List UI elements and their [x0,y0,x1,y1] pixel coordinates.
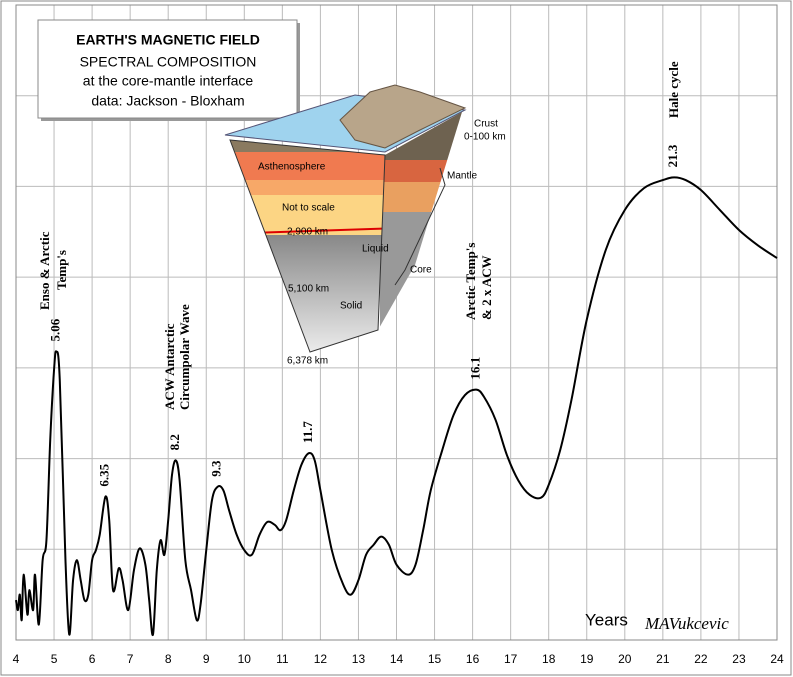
mountains [339,84,467,149]
x-tick-label: 24 [770,652,784,666]
annotation: Hale cycle [666,61,681,118]
x-tick-label: 20 [618,652,632,666]
inset-label: Liquid [362,244,389,255]
x-tick-label: 10 [238,652,252,666]
x-tick-label: 19 [580,652,594,666]
x-tick-label: 22 [694,652,708,666]
x-tick-label: 11 [276,652,289,666]
title: EARTH'S MAGNETIC FIELD [76,32,260,48]
peak-label: 8.2 [167,434,182,450]
x-tick-label: 18 [542,652,556,666]
x-tick-label: 13 [352,652,366,666]
signature: MAVukcevic [644,614,729,633]
subtitle: at the core-mantle interface [83,73,254,89]
x-tick-label: 16 [466,652,480,666]
peak-label: 21.3 [665,144,680,167]
annotation: & 2 x ACW [479,255,494,320]
plot-border [15,4,778,641]
annotations: 5.06 6.35 8.2 9.3 11.7 16.1 21.3 Enso & Arctic T… [37,61,681,487]
title-box: EARTH'S MAGNETIC FIELD SPECTRAL COMPOSIT… [37,19,300,121]
peak-label: 11.7 [300,421,315,444]
x-tick-label: 12 [314,652,328,666]
x-tick-label: 5 [51,652,58,666]
annotation: Arctic Temp's [463,243,478,320]
annotation: Temp's [54,250,69,290]
x-tick-label: 14 [390,652,404,666]
x-tick-label: 8 [165,652,172,666]
inset-label: 6,378 km [287,356,328,367]
bracket [394,167,446,286]
inset-label: 0-100 km [464,132,506,143]
box [37,19,298,119]
subtitle: SPECTRAL COMPOSITION [80,54,257,70]
x-tick-label: 6 [89,652,96,666]
inset-label: Core [410,265,432,276]
annotation: Enso & Arctic [37,231,52,310]
x-tick-label: 9 [203,652,210,666]
wedge-outline [229,139,386,353]
x-axis-label: Years [585,610,628,629]
annotation: ACW Antarctic [162,323,177,410]
annotation: Circumpolar Wave [177,304,192,410]
x-tick-label: 21 [656,652,670,666]
curve [15,176,778,636]
inset-label: Crust [474,119,498,130]
x-tick-label: 4 [13,652,20,666]
x-tick-label: 17 [504,652,518,666]
inset-label: Solid [340,301,362,312]
inset-label: Asthenosphere [258,162,326,173]
peak-label: 9.3 [209,460,224,477]
inset-label: Mantle [447,171,477,182]
inset-label: Not to scale [282,203,335,214]
x-tick-label: 15 [428,652,442,666]
inset-label: 5,100 km [288,284,329,295]
x-tick-label: 23 [732,652,746,666]
inset-label: 2,900 km [287,227,328,238]
x-tick-label: 7 [127,652,134,666]
peak-label: 16.1 [467,357,482,380]
subtitle: data: Jackson - Bloxham [91,93,244,109]
peak-label: 6.35 [96,463,111,486]
spectrum-line [15,176,778,636]
peak-label: 5.06 [47,318,62,341]
